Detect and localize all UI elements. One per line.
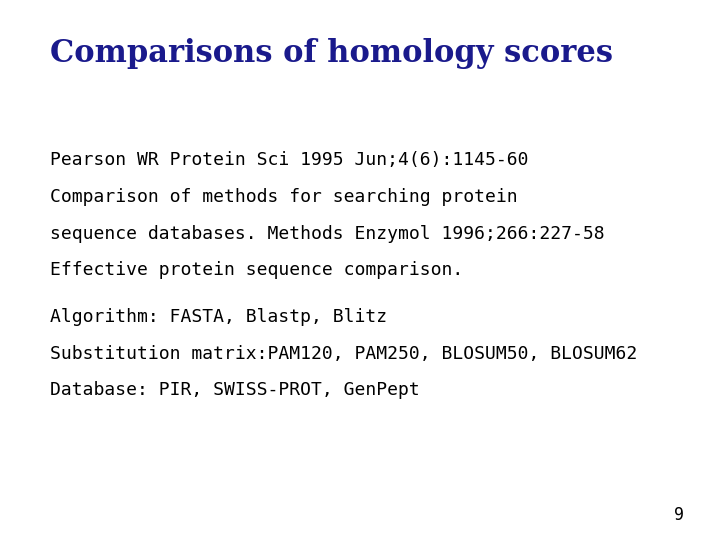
Text: Comparisons of homology scores: Comparisons of homology scores [50,38,613,69]
Text: Effective protein sequence comparison.: Effective protein sequence comparison. [50,261,464,279]
Text: Substitution matrix:PAM120, PAM250, BLOSUM50, BLOSUM62: Substitution matrix:PAM120, PAM250, BLOS… [50,345,638,362]
Text: 9: 9 [674,506,684,524]
Text: sequence databases. Methods Enzymol 1996;266:227-58: sequence databases. Methods Enzymol 1996… [50,225,605,242]
Text: Pearson WR Protein Sci 1995 Jun;4(6):1145-60: Pearson WR Protein Sci 1995 Jun;4(6):114… [50,151,529,169]
Text: Comparison of methods for searching protein: Comparison of methods for searching prot… [50,188,518,206]
Text: Algorithm: FASTA, Blastp, Blitz: Algorithm: FASTA, Blastp, Blitz [50,308,387,326]
Text: Database: PIR, SWISS-PROT, GenPept: Database: PIR, SWISS-PROT, GenPept [50,381,420,399]
